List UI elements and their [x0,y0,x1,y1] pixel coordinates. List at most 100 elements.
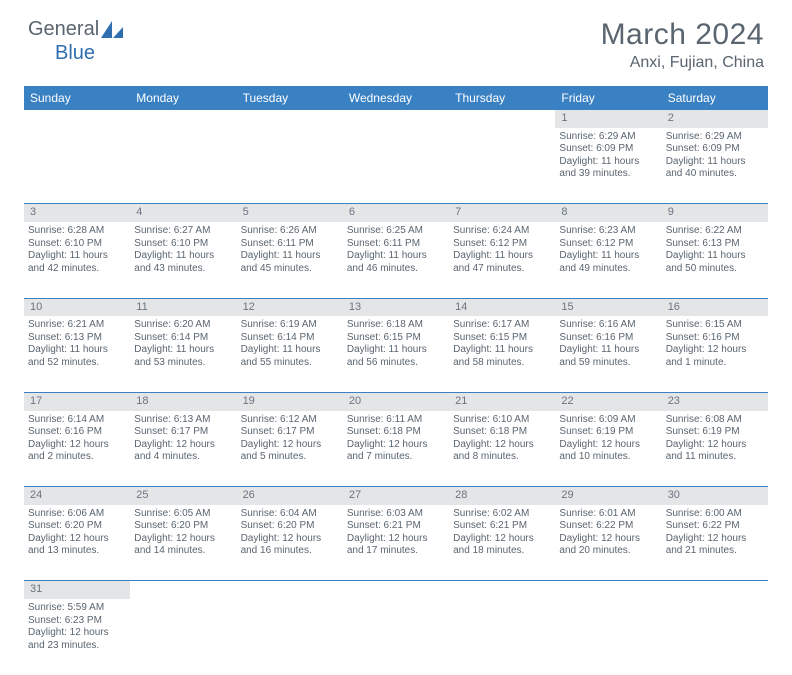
sunset-text: Sunset: 6:18 PM [453,426,551,439]
weekday-header: Monday [130,86,236,110]
daylight-text: Daylight: 11 hours and 46 minutes. [347,250,445,275]
day-number: 12 [237,298,343,316]
day-cell: Sunrise: 6:14 AMSunset: 6:16 PMDaylight:… [24,411,130,487]
sunrise-text: Sunrise: 6:12 AM [241,414,339,427]
sunset-text: Sunset: 6:15 PM [347,332,445,345]
sunset-text: Sunset: 6:21 PM [347,520,445,533]
day-number: 20 [343,392,449,410]
sunset-text: Sunset: 6:23 PM [28,615,126,628]
sunrise-text: Sunrise: 6:02 AM [453,508,551,521]
day-number [449,581,555,599]
sunrise-text: Sunrise: 6:27 AM [134,225,232,238]
day-number: 7 [449,204,555,222]
calendar-head: SundayMondayTuesdayWednesdayThursdayFrid… [24,86,768,110]
daynum-row: 10111213141516 [24,298,768,316]
sunset-text: Sunset: 6:13 PM [666,238,764,251]
day-cell: Sunrise: 6:13 AMSunset: 6:17 PMDaylight:… [130,411,236,487]
sunrise-text: Sunrise: 6:29 AM [666,131,764,144]
content-row: Sunrise: 6:21 AMSunset: 6:13 PMDaylight:… [24,316,768,392]
brand-text-2: Blue [55,42,95,65]
sunrise-text: Sunrise: 6:25 AM [347,225,445,238]
day-number [449,110,555,128]
daylight-text: Daylight: 12 hours and 18 minutes. [453,533,551,558]
day-number: 1 [555,110,661,128]
content-row: Sunrise: 6:06 AMSunset: 6:20 PMDaylight:… [24,505,768,581]
day-number: 4 [130,204,236,222]
day-cell: Sunrise: 6:06 AMSunset: 6:20 PMDaylight:… [24,505,130,581]
day-cell [555,599,661,675]
brand-logo: General [28,18,123,41]
day-cell: Sunrise: 6:18 AMSunset: 6:15 PMDaylight:… [343,316,449,392]
day-number: 5 [237,204,343,222]
sunset-text: Sunset: 6:22 PM [559,520,657,533]
day-number: 30 [662,487,768,505]
day-cell [130,599,236,675]
sunrise-text: Sunrise: 6:18 AM [347,319,445,332]
day-number [343,581,449,599]
day-cell: Sunrise: 6:05 AMSunset: 6:20 PMDaylight:… [130,505,236,581]
day-number: 29 [555,487,661,505]
sunset-text: Sunset: 6:20 PM [28,520,126,533]
brand-sail-icon [101,21,123,39]
day-cell: Sunrise: 6:16 AMSunset: 6:16 PMDaylight:… [555,316,661,392]
day-number [662,581,768,599]
daylight-text: Daylight: 12 hours and 20 minutes. [559,533,657,558]
day-cell: Sunrise: 6:12 AMSunset: 6:17 PMDaylight:… [237,411,343,487]
content-row: Sunrise: 6:29 AM Sunset: 6:09 PMDaylight:… [24,128,768,204]
day-number: 15 [555,298,661,316]
sunrise-text: Sunrise: 6:16 AM [559,319,657,332]
sunset-text: Sunset: 6:20 PM [241,520,339,533]
daylight-text: Daylight: 12 hours and 1 minute. [666,344,764,369]
daylight-text: Daylight: 11 hours and 50 minutes. [666,250,764,275]
day-cell [449,599,555,675]
day-number [237,110,343,128]
day-number: 14 [449,298,555,316]
weekday-row: SundayMondayTuesdayWednesdayThursdayFrid… [24,86,768,110]
sunset-text: Sunset: 6:09 PM [559,143,657,156]
day-number [24,110,130,128]
sunset-text: Sunset: 6:17 PM [241,426,339,439]
day-cell [130,128,236,204]
day-cell [24,128,130,204]
daynum-row: 24252627282930 [24,487,768,505]
sunset-text: Sunset: 6:19 PM [666,426,764,439]
sunrise-text: Sunrise: 6:10 AM [453,414,551,427]
title-block: March 2024 Anxi, Fujian, China [601,18,764,72]
day-number: 26 [237,487,343,505]
sunrise-text: Sunrise: 6:24 AM [453,225,551,238]
day-number: 2 [662,110,768,128]
day-number: 21 [449,392,555,410]
daylight-text: Daylight: 11 hours and 45 minutes. [241,250,339,275]
day-number: 11 [130,298,236,316]
sunrise-text: Sunrise: 6:01 AM [559,508,657,521]
day-number [555,581,661,599]
day-cell: Sunrise: 6:24 AMSunset: 6:12 PMDaylight:… [449,222,555,298]
day-cell: Sunrise: 6:11 AMSunset: 6:18 PMDaylight:… [343,411,449,487]
day-cell [343,599,449,675]
daylight-text: Daylight: 11 hours and 39 minutes. [559,156,657,181]
sunrise-text: Sunrise: 6:06 AM [28,508,126,521]
day-cell: Sunrise: 6:23 AMSunset: 6:12 PMDaylight:… [555,222,661,298]
weekday-header: Wednesday [343,86,449,110]
day-number: 24 [24,487,130,505]
day-cell: Sunrise: 6:01 AMSunset: 6:22 PMDaylight:… [555,505,661,581]
day-cell: Sunrise: 6:25 AMSunset: 6:11 PMDaylight:… [343,222,449,298]
day-cell [237,599,343,675]
day-cell: Sunrise: 6:29 AMSunset: 6:09 PMDaylight:… [555,128,661,204]
day-number: 13 [343,298,449,316]
day-number: 17 [24,392,130,410]
daylight-text: Daylight: 12 hours and 11 minutes. [666,439,764,464]
day-cell: Sunrise: 6:17 AMSunset: 6:15 PMDaylight:… [449,316,555,392]
day-cell: Sunrise: 6:03 AMSunset: 6:21 PMDaylight:… [343,505,449,581]
daylight-text: Daylight: 11 hours and 49 minutes. [559,250,657,275]
daylight-text: Daylight: 12 hours and 10 minutes. [559,439,657,464]
day-cell: Sunrise: 6:02 AMSunset: 6:21 PMDaylight:… [449,505,555,581]
sunrise-text: Sunrise: 6:08 AM [666,414,764,427]
sunset-text: Sunset: 6:18 PM [347,426,445,439]
daylight-text: Daylight: 12 hours and 13 minutes. [28,533,126,558]
day-number: 10 [24,298,130,316]
day-number: 9 [662,204,768,222]
sunrise-text: Sunrise: 6:23 AM [559,225,657,238]
sunset-text: Sunset: 6:15 PM [453,332,551,345]
daynum-row: 31 [24,581,768,599]
